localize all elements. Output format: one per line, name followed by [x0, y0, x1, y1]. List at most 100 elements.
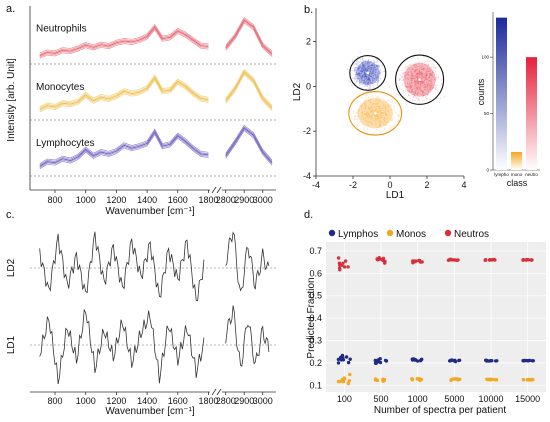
panel-b-label: b.: [304, 4, 313, 16]
axis-break-c: [211, 388, 222, 396]
panel-b-xlabel: LD1: [386, 190, 405, 201]
points-monos: [336, 372, 535, 386]
panel-c-xlabel: Wavenumber [cm⁻¹]: [105, 406, 195, 417]
spectrum-neutrophils-seg2-band: [225, 18, 273, 53]
spectrum-neutrophils-seg2: [225, 19, 273, 55]
bar-xlabel: class: [507, 178, 528, 188]
spectrum-lymphocytes-seg2-band: [225, 130, 273, 166]
bar-label-neutro: neutro: [525, 172, 538, 177]
tick-bar-y-50: 50: [484, 111, 490, 116]
centroid-neutro: [418, 78, 421, 81]
tick-d-y-0.2: 0.2: [309, 358, 322, 368]
spectrum-lymphocytes-seg2-band: [225, 126, 273, 162]
panel-a-ylabel: Intensity [arb. Unit]: [6, 58, 17, 142]
tick-b-x-4: 4: [461, 180, 466, 190]
tick-b-x-2: 2: [424, 180, 429, 190]
spectrum-lymphocytes-seg2-band: [225, 128, 273, 165]
panel-b-lda: b. LD2 LD1 -4 -2 0 2 4 -4 -2 0 2 0 50 100 lympho mon…: [292, 4, 540, 201]
legend-marker-monos: [386, 229, 394, 237]
spectrum-monocytes-seg1-band: [39, 78, 209, 112]
tick-d-y-0.1: 0.1: [309, 380, 322, 390]
tick-b-y-2: 2: [306, 37, 311, 47]
spectrum-neutrophils-seg2-band: [225, 17, 273, 52]
centroid-lympho: [366, 71, 370, 75]
legend-marker-lymphos: [328, 229, 336, 237]
tick-c-1400: 1400: [137, 396, 157, 406]
tick-c-1800: 1800: [198, 396, 218, 406]
tick-d-y-0.7: 0.7: [309, 246, 322, 256]
spectrum-monocytes-seg2: [225, 71, 273, 109]
tick-d-y-0.6: 0.6: [309, 268, 322, 278]
spectrum-neutrophils-seg1-band: [39, 27, 209, 58]
tick-c-2900: 2900: [234, 396, 254, 406]
tick-d-y-0.3: 0.3: [309, 336, 322, 346]
tick-d-x-500: 500: [373, 394, 388, 404]
tick-b-x--2: -2: [349, 180, 357, 190]
points-lymphos: [336, 353, 535, 365]
spectrum-lymphocytes-seg1-band: [39, 132, 209, 168]
tick-b-x--4: -4: [312, 180, 320, 190]
tick-a-1200: 1200: [106, 195, 126, 205]
tick-c-1200: 1200: [106, 396, 126, 406]
tick-c-2800: 2800: [216, 396, 236, 406]
tick-d-x-15000: 15000: [515, 394, 540, 404]
legend-label-neutros: Neutros: [454, 229, 489, 240]
spectrum-monocytes-seg1-band: [39, 75, 209, 109]
tick-a-1600: 1600: [168, 195, 188, 205]
legend-marker-neutros: [444, 229, 452, 237]
tick-bar-y-0: 0: [486, 168, 489, 173]
spectrum-neutrophils-seg2-band: [225, 21, 273, 56]
bar-lympho: [496, 17, 507, 171]
panel-d-label: d.: [304, 209, 313, 221]
ylabel-ld1: LD1: [6, 335, 17, 354]
trace-label-neutrophils: Neutrophils: [36, 23, 87, 34]
tick-a-1000: 1000: [76, 195, 96, 205]
tick-a-2900: 2900: [234, 195, 254, 205]
tick-b-y--4: -4: [303, 171, 311, 181]
tick-c-3000: 3000: [253, 396, 273, 406]
tick-d-x-1000: 1000: [408, 394, 428, 404]
spectrum-monocytes-seg2-band: [225, 72, 273, 110]
panel-d-predicted: d. Predicted Fraction Number of spectra …: [304, 209, 546, 416]
contour-neutro: [395, 54, 445, 105]
contour-mono: [348, 90, 403, 136]
points-neutros: [336, 256, 534, 272]
tick-b-x-0: 0: [387, 180, 392, 190]
tick-d-y-0.5: 0.5: [309, 291, 322, 301]
plot-background-d: [326, 242, 546, 392]
spectrum-lymphocytes-seg2-band: [225, 124, 273, 161]
loading-ld1-seg2: [225, 305, 270, 367]
tick-a-1800: 1800: [198, 195, 218, 205]
tick-c-1000: 1000: [76, 396, 96, 406]
spectrum-neutrophils-seg1-band: [39, 25, 209, 55]
tick-bar-y-100: 100: [481, 55, 489, 60]
panel-d-ylabel: Predicted Fraction: [306, 277, 317, 358]
spectrum-lymphocytes-seg1-band: [39, 128, 209, 165]
spectrum-monocytes-seg2-band: [225, 68, 273, 106]
tick-c-1600: 1600: [168, 396, 188, 406]
tick-d-x-100: 100: [337, 394, 352, 404]
panel-c-label: c.: [6, 209, 15, 221]
axis-break-a: [211, 186, 222, 194]
bar-mono: [511, 151, 522, 170]
spectrum-neutrophils-seg1: [39, 26, 209, 57]
spectrum-monocytes-seg1-band: [39, 74, 209, 108]
panel-b-ylabel: LD2: [292, 82, 303, 101]
spectrum-lymphocytes-seg1-band: [39, 133, 209, 170]
scatter-cloud-mono: [347, 92, 406, 139]
centroid-mono: [373, 111, 377, 115]
trace-label-monocytes: Monocytes: [36, 82, 84, 93]
spectrum-lymphocytes-seg1: [39, 130, 209, 167]
tick-b-y--2: -2: [303, 126, 311, 136]
panel-d-xlabel: Number of spectra per patient: [374, 405, 507, 416]
bar-label-lympho: lympho: [494, 172, 509, 177]
spectrum-monocytes-seg1: [39, 76, 209, 110]
trace-label-lymphocytes: Lymphocytes: [36, 138, 95, 149]
bar-neutro: [526, 57, 537, 171]
spectrum-neutrophils-seg1-band: [39, 29, 209, 59]
loading-ld2-seg2: [225, 231, 270, 292]
spectrum-neutrophils-seg1-band: [39, 24, 209, 54]
legend-label-lymphos: Lymphos: [338, 229, 378, 240]
panel-a-xlabel: Wavenumber [cm⁻¹]: [105, 206, 195, 217]
